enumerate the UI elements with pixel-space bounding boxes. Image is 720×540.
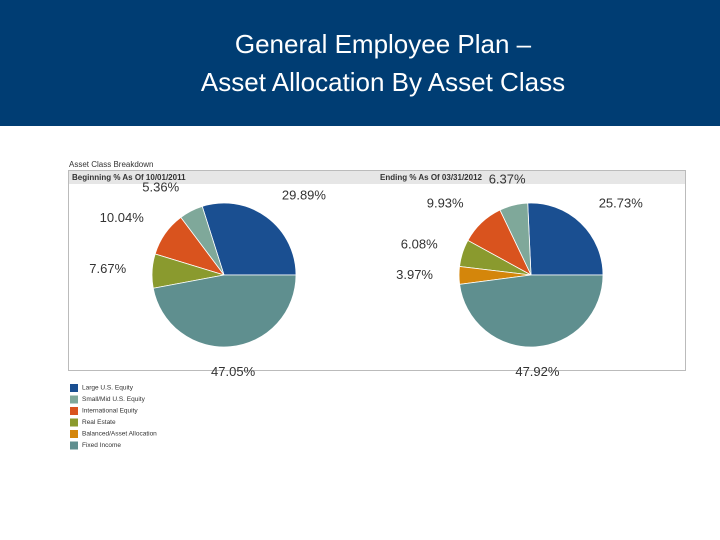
- data-label: 25.73%: [599, 196, 644, 211]
- data-label: 9.93%: [427, 195, 464, 210]
- data-label: 10.04%: [100, 210, 145, 225]
- legend-swatch: [70, 418, 78, 427]
- data-label: 6.37%: [489, 171, 526, 186]
- data-label: 29.89%: [282, 187, 327, 202]
- data-label: 47.05%: [211, 364, 256, 379]
- data-label: 47.92%: [515, 364, 560, 379]
- legend-swatch: [70, 430, 78, 438]
- legend-swatch: [70, 384, 78, 392]
- slide-title: General Employee Plan –: [235, 29, 532, 59]
- data-label: 3.97%: [396, 267, 433, 282]
- legend-label: Large U.S. Equity: [82, 385, 134, 392]
- panel-header: [69, 171, 685, 184]
- pie-slice: [459, 274, 604, 348]
- pie-slice: [527, 202, 604, 276]
- legend-swatch: [70, 395, 78, 404]
- legend-swatch: [70, 407, 78, 415]
- data-label: 7.67%: [89, 261, 126, 276]
- legend-label: Fixed Income: [82, 442, 121, 449]
- legend-label: Small/Mid U.S. Equity: [82, 396, 146, 403]
- pie-slice: [152, 274, 297, 348]
- chart-title: Ending % As Of 03/31/2012: [380, 173, 483, 182]
- pie-slice: [201, 202, 297, 276]
- legend-label: International Equity: [82, 408, 138, 415]
- legend-label: Balanced/Asset Allocation: [82, 431, 157, 438]
- data-label: 5.36%: [142, 179, 179, 194]
- header-band: [0, 0, 720, 126]
- slide-title: Asset Allocation By Asset Class: [201, 67, 565, 97]
- data-label: 6.08%: [401, 237, 438, 252]
- legend-label: Real Estate: [82, 419, 116, 426]
- panel-title: Asset Class Breakdown: [69, 160, 153, 169]
- legend-swatch: [70, 441, 78, 450]
- chart-title: Beginning % As Of 10/01/2011: [72, 173, 186, 182]
